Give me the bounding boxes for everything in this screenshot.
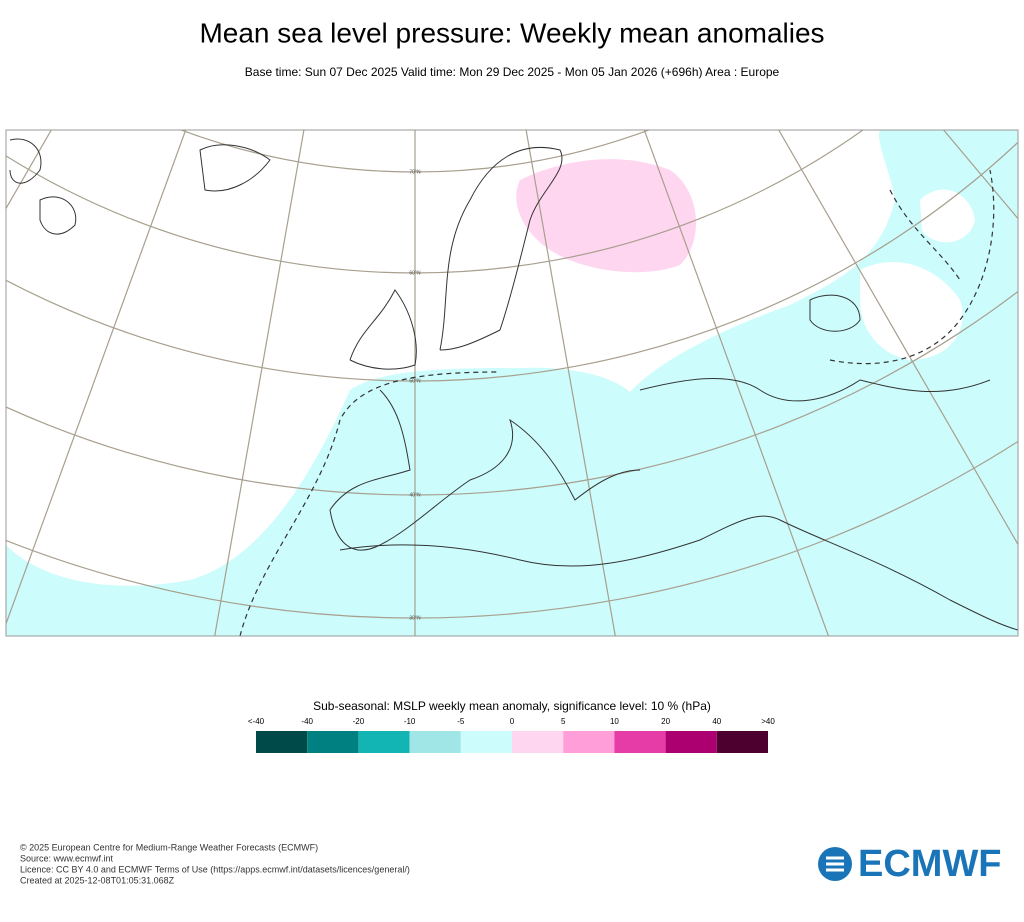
colorbar-segment xyxy=(409,731,461,753)
map-frame xyxy=(5,129,1019,637)
colorbar-label: 5 xyxy=(561,717,566,726)
logo-text: ECMWF xyxy=(858,843,1002,885)
colorbar-segment xyxy=(614,731,666,753)
latitude-label: 50°N xyxy=(409,378,421,384)
footer-line: Source: www.ecmwf.int xyxy=(20,853,114,863)
footer: © 2025 European Centre for Medium-Range … xyxy=(20,842,410,885)
colorbar-label: -20 xyxy=(353,717,365,726)
latitude-label: 30°N xyxy=(409,615,421,621)
colorbar-label: -10 xyxy=(404,717,416,726)
meridian xyxy=(214,130,305,636)
significance-contour xyxy=(239,169,995,636)
footer-line: © 2025 European Centre for Medium-Range … xyxy=(20,842,318,852)
colorbar-segment xyxy=(358,731,410,753)
graticule xyxy=(6,130,1018,636)
meridian xyxy=(942,130,1018,220)
map xyxy=(6,130,1018,636)
colorbar-label: -40 xyxy=(301,717,313,726)
colorbar-segment xyxy=(665,731,717,753)
title: Mean sea level pressure: Weekly mean ano… xyxy=(199,17,824,48)
subtitle: Base time: Sun 07 Dec 2025 Valid time: M… xyxy=(245,65,780,79)
meridian xyxy=(525,130,616,636)
colorbar-label: 10 xyxy=(610,717,619,726)
neutral-area xyxy=(920,189,975,243)
colorbar-label: >40 xyxy=(761,717,775,726)
latitude-label: 70°N xyxy=(409,169,421,175)
footer-line: Created at 2025-12-08T01:05:31.068Z xyxy=(20,875,175,885)
colorbar-segment xyxy=(512,731,564,753)
meridian xyxy=(778,130,1018,546)
meridian xyxy=(6,130,187,626)
positive-anomaly-area xyxy=(516,159,697,273)
legend-title: Sub-seasonal: MSLP weekly mean anomaly, … xyxy=(313,699,711,713)
logo: ECMWF xyxy=(818,843,1002,885)
negative-anomaly-area xyxy=(6,130,1018,636)
latitude-label: 60°N xyxy=(409,270,421,276)
colorbar-segment xyxy=(460,731,512,753)
colorbar-label: 0 xyxy=(510,717,515,726)
colorbar-segment xyxy=(256,731,308,753)
colorbar-segment xyxy=(563,731,615,753)
colorbar-segment xyxy=(307,731,359,753)
meridian xyxy=(643,130,830,636)
coastlines xyxy=(9,138,1018,631)
colorbar-label: 20 xyxy=(661,717,670,726)
footer-line: Licence: CC BY 4.0 and ECMWF Terms of Us… xyxy=(20,864,410,874)
colorbar-label: -5 xyxy=(457,717,465,726)
neutral-area xyxy=(860,261,963,360)
colorbar: <-40 -40 -20 -10 -5 0 5 10 20 40 >40 xyxy=(248,717,775,753)
colorbar-label: 40 xyxy=(712,717,721,726)
colorbar-segment xyxy=(716,731,768,753)
colorbar-label: <-40 xyxy=(248,717,265,726)
latitude-label: 40°N xyxy=(409,492,421,498)
